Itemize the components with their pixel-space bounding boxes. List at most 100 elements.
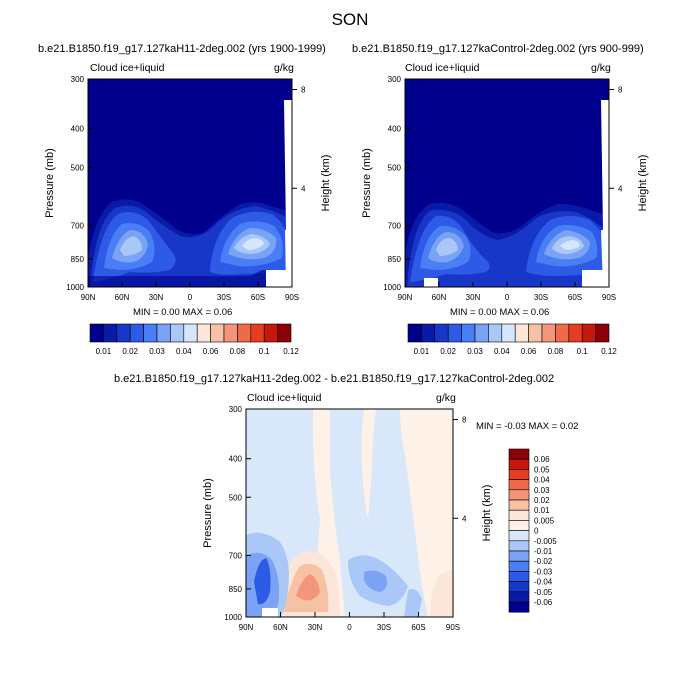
colorbar-swatch [555, 323, 570, 343]
colorbar-label: 0.08 [230, 347, 246, 356]
colorbar-label: 0.02 [122, 347, 138, 356]
y-axis-label-right: Height (km) [320, 155, 332, 212]
y-tick-label: 700 [388, 221, 402, 230]
y-tick-label: 850 [71, 255, 85, 264]
colorbar-label: 0.08 [548, 347, 564, 356]
panel1-contours [88, 100, 292, 287]
x-tick-label: 0 [347, 623, 352, 632]
y-tick-label: 300 [71, 75, 85, 84]
colorbar-label: 0.03 [149, 347, 165, 356]
colorbar-label: 0.01 [96, 347, 112, 356]
x-tick-label: 30N [308, 623, 323, 632]
panel2-contours [405, 100, 609, 287]
colorbar-swatch [237, 323, 252, 343]
colorbar-swatch [143, 323, 158, 343]
colorbar-swatch [277, 323, 292, 343]
y-tick-label: 850 [388, 255, 402, 264]
colorbar-label: -0.05 [534, 588, 553, 597]
panel1-plot: 90N 60N 30N 0 30S 60S 90S 300 400 500 700 850 1000 8 4… [44, 75, 332, 302]
colorbar-label: 0.04 [534, 476, 550, 485]
x-tick-label: 30S [534, 293, 548, 302]
panel3-variable-label: Cloud ice+liquid [247, 392, 322, 404]
colorbar-label: 0 [534, 527, 539, 536]
colorbar-label: 0.1 [577, 347, 589, 356]
panel3-plot: 90N 60N 30N 0 30S 60S 90S 300 400 500 700 850 1000 8 4… [202, 405, 493, 632]
y-axis-label-right: Height (km) [481, 485, 493, 542]
colorbar-swatch [508, 571, 530, 582]
panel1-title: b.e21.B1850.f19_g17.127kaH11-2deg.002 (y… [38, 43, 326, 55]
y-tick-label: 400 [71, 125, 85, 134]
colorbar-swatch [508, 530, 530, 542]
panel2-units: g/kg [591, 62, 611, 74]
colorbar-swatch [103, 323, 118, 343]
colorbar-label: -0.06 [534, 598, 553, 607]
colorbar-swatch [508, 479, 530, 491]
colorbar-swatch [474, 323, 489, 343]
x-tick-label: 30S [217, 293, 231, 302]
colorbar-swatch [508, 581, 530, 593]
colorbar-label: 0.05 [534, 465, 550, 474]
colorbar-swatch [434, 323, 449, 343]
panel2-title: b.e21.B1850.f19_g17.127kaControl-2deg.00… [352, 43, 644, 55]
colorbar-swatch [501, 323, 516, 343]
colorbar-label: 0.01 [534, 506, 550, 515]
colorbar-label: 0.06 [521, 347, 537, 356]
colorbar-swatch [170, 323, 185, 343]
colorbar-label: 0.12 [601, 347, 617, 356]
colorbar-difference: 0.060.050.040.030.020.010.0050-0.005-0.0… [508, 448, 557, 613]
x-tick-label: 90S [285, 293, 299, 302]
colorbar-swatch [508, 550, 530, 562]
colorbar-label: 0.01 [414, 347, 430, 356]
colorbar-label: -0.02 [534, 557, 553, 566]
y-tick-label: 300 [388, 75, 402, 84]
colorbar-swatch [508, 601, 530, 613]
colorbar-swatch [508, 560, 530, 572]
y-tick-label: 400 [388, 125, 402, 134]
colorbar-swatch [508, 520, 530, 531]
right-tick-label: 4 [462, 514, 467, 523]
colorbar-label: 0.02 [440, 347, 456, 356]
colorbar-swatch [568, 323, 583, 343]
colorbar-swatch [541, 323, 556, 343]
colorbar-label: 0.03 [534, 486, 550, 495]
colorbar-swatch [421, 323, 436, 343]
x-tick-label: 60N [115, 293, 130, 302]
panel2-variable-label: Cloud ice+liquid [405, 62, 480, 74]
colorbar-swatch [447, 323, 462, 343]
colorbar-swatch [156, 323, 171, 343]
colorbar-swatch [508, 591, 530, 603]
panel1-variable-label: Cloud ice+liquid [90, 62, 165, 74]
x-tick-label: 90N [81, 293, 96, 302]
colorbar-label: 0.04 [494, 347, 510, 356]
x-tick-label: 90N [398, 293, 413, 302]
colorbar-label: 0.02 [534, 496, 550, 505]
y-axis-label: Pressure (mb) [44, 148, 56, 218]
right-tick-label: 8 [618, 86, 623, 95]
y-axis-label: Pressure (mb) [202, 478, 214, 548]
right-tick-label: 4 [618, 184, 623, 193]
colorbar-swatch [407, 323, 422, 343]
colorbar-panel2: 0.01 0.02 0.03 0.04 0.06 0.08 0.1 0.12 [407, 323, 617, 356]
y-tick-label: 1000 [383, 283, 401, 292]
x-tick-label: 60N [432, 293, 447, 302]
colorbar-label: -0.03 [534, 567, 553, 576]
panel3-minmax: MIN = -0.03 MAX = 0.02 [476, 421, 579, 432]
colorbar-label: 0.1 [259, 347, 271, 356]
colorbar-swatch [508, 489, 530, 501]
colorbar-swatch [263, 323, 278, 343]
panel3-units: g/kg [436, 392, 456, 404]
x-tick-label: 0 [188, 293, 193, 302]
colorbar-swatch [508, 509, 530, 521]
right-tick-label: 8 [301, 86, 306, 95]
y-tick-label: 400 [229, 455, 243, 464]
x-tick-label: 0 [505, 293, 510, 302]
y-tick-label: 1000 [66, 283, 84, 292]
y-tick-label: 700 [71, 221, 85, 230]
y-tick-label: 700 [229, 551, 243, 560]
colorbar-label: -0.04 [534, 578, 553, 587]
colorbar-swatch [595, 323, 610, 343]
colorbar-swatch [528, 323, 543, 343]
colorbar-swatch [508, 458, 530, 470]
colorbar-swatch [581, 323, 596, 343]
